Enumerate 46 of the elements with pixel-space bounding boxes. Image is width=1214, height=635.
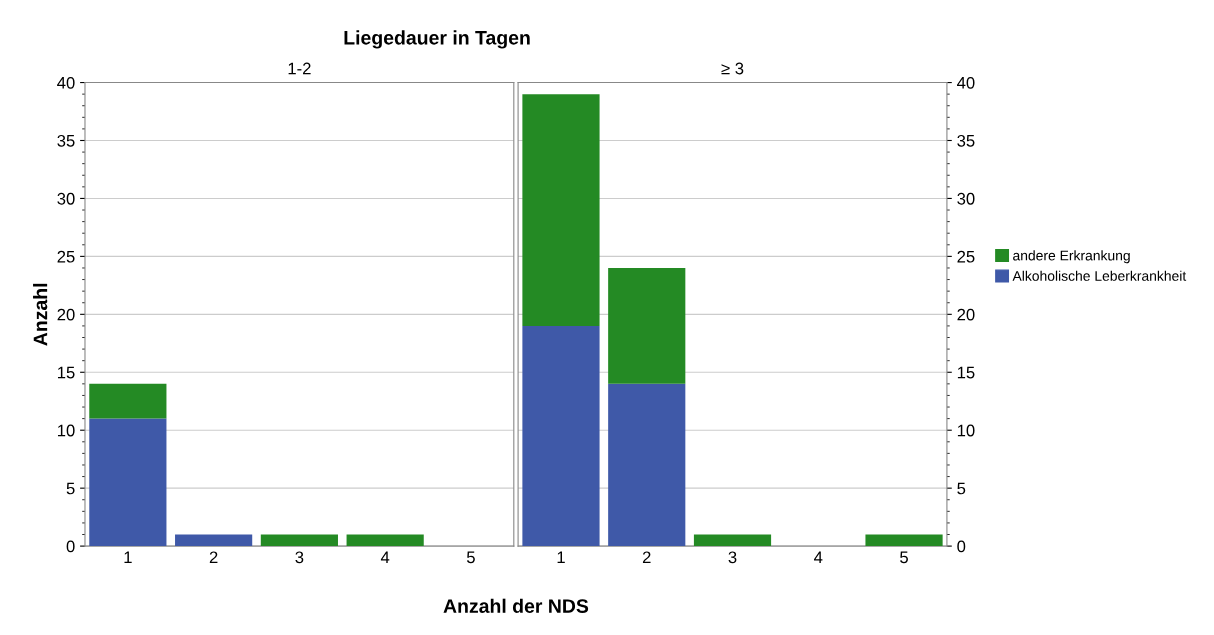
y-tick-label: 20 (957, 308, 975, 321)
y-axis-title: Anzahl (33, 283, 48, 346)
y-tick-label: 35 (957, 134, 975, 147)
x-tick-label: 4 (814, 551, 823, 564)
bar (522, 325, 600, 547)
y-tick-label: 0 (957, 540, 966, 553)
bar (608, 383, 686, 547)
bar (608, 267, 686, 384)
bar (175, 534, 253, 547)
y-tick-label: 15 (57, 366, 75, 379)
y-tick-label: 10 (957, 424, 975, 437)
y-tick-label: 25 (57, 250, 75, 263)
y-tick-label: 15 (957, 366, 975, 379)
bar (865, 534, 943, 547)
y-tick-label: 10 (57, 424, 75, 437)
y-tick-label: 35 (57, 134, 75, 147)
x-tick-label: 1 (557, 551, 565, 564)
x-tick-label: 3 (728, 551, 737, 564)
bar (260, 534, 338, 547)
legend-label: Alkoholische Leberkrankheit (1012, 270, 1187, 281)
y-tick-label: 20 (57, 308, 75, 321)
y-tick-label: 40 (957, 76, 975, 89)
y-tick-label: 5 (957, 482, 966, 495)
text: Liegedauer in Tagen (344, 30, 530, 49)
legend-label: andere Erkrankung (1013, 250, 1130, 264)
bar (693, 534, 772, 547)
bar (89, 418, 167, 547)
bar (522, 94, 600, 326)
x-tick-label: 2 (642, 551, 651, 564)
x-tick-label: 1 (124, 551, 132, 564)
x-tick-label: 2 (209, 551, 218, 564)
y-tick-label: 5 (66, 482, 75, 495)
x-axis-title: Anzahl der NDS (443, 598, 589, 613)
chart-title: 1-2 (288, 62, 311, 75)
y-tick-label: 40 (57, 76, 75, 89)
x-tick-label: 4 (380, 551, 390, 564)
bar (346, 534, 424, 547)
x-tick-label: 3 (295, 551, 304, 564)
bar (89, 383, 167, 419)
x-tick-label: 5 (900, 551, 908, 564)
y-tick-label: 30 (957, 192, 975, 205)
y-tick-label: 25 (957, 250, 975, 263)
y-tick-label: 30 (57, 192, 75, 205)
chart-title: ≥ 3 (721, 62, 744, 75)
x-tick-label: 5 (466, 551, 475, 564)
y-tick-label: 0 (66, 540, 75, 553)
